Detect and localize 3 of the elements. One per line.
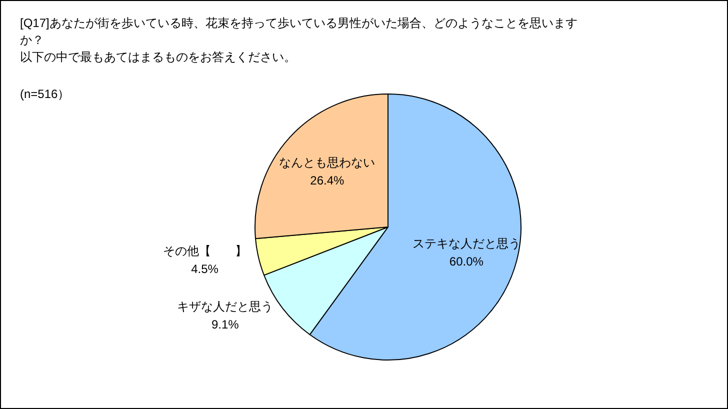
title: [Q17]あなたが街を歩いている時、花束を持って歩いている男性がいた場合、どのようなことを思いますか？ — [20, 15, 578, 49]
subtitle: 以下の中で最もあてはまるものをお答えください。 — [20, 49, 297, 66]
annotation: (n=516） — [20, 86, 70, 103]
